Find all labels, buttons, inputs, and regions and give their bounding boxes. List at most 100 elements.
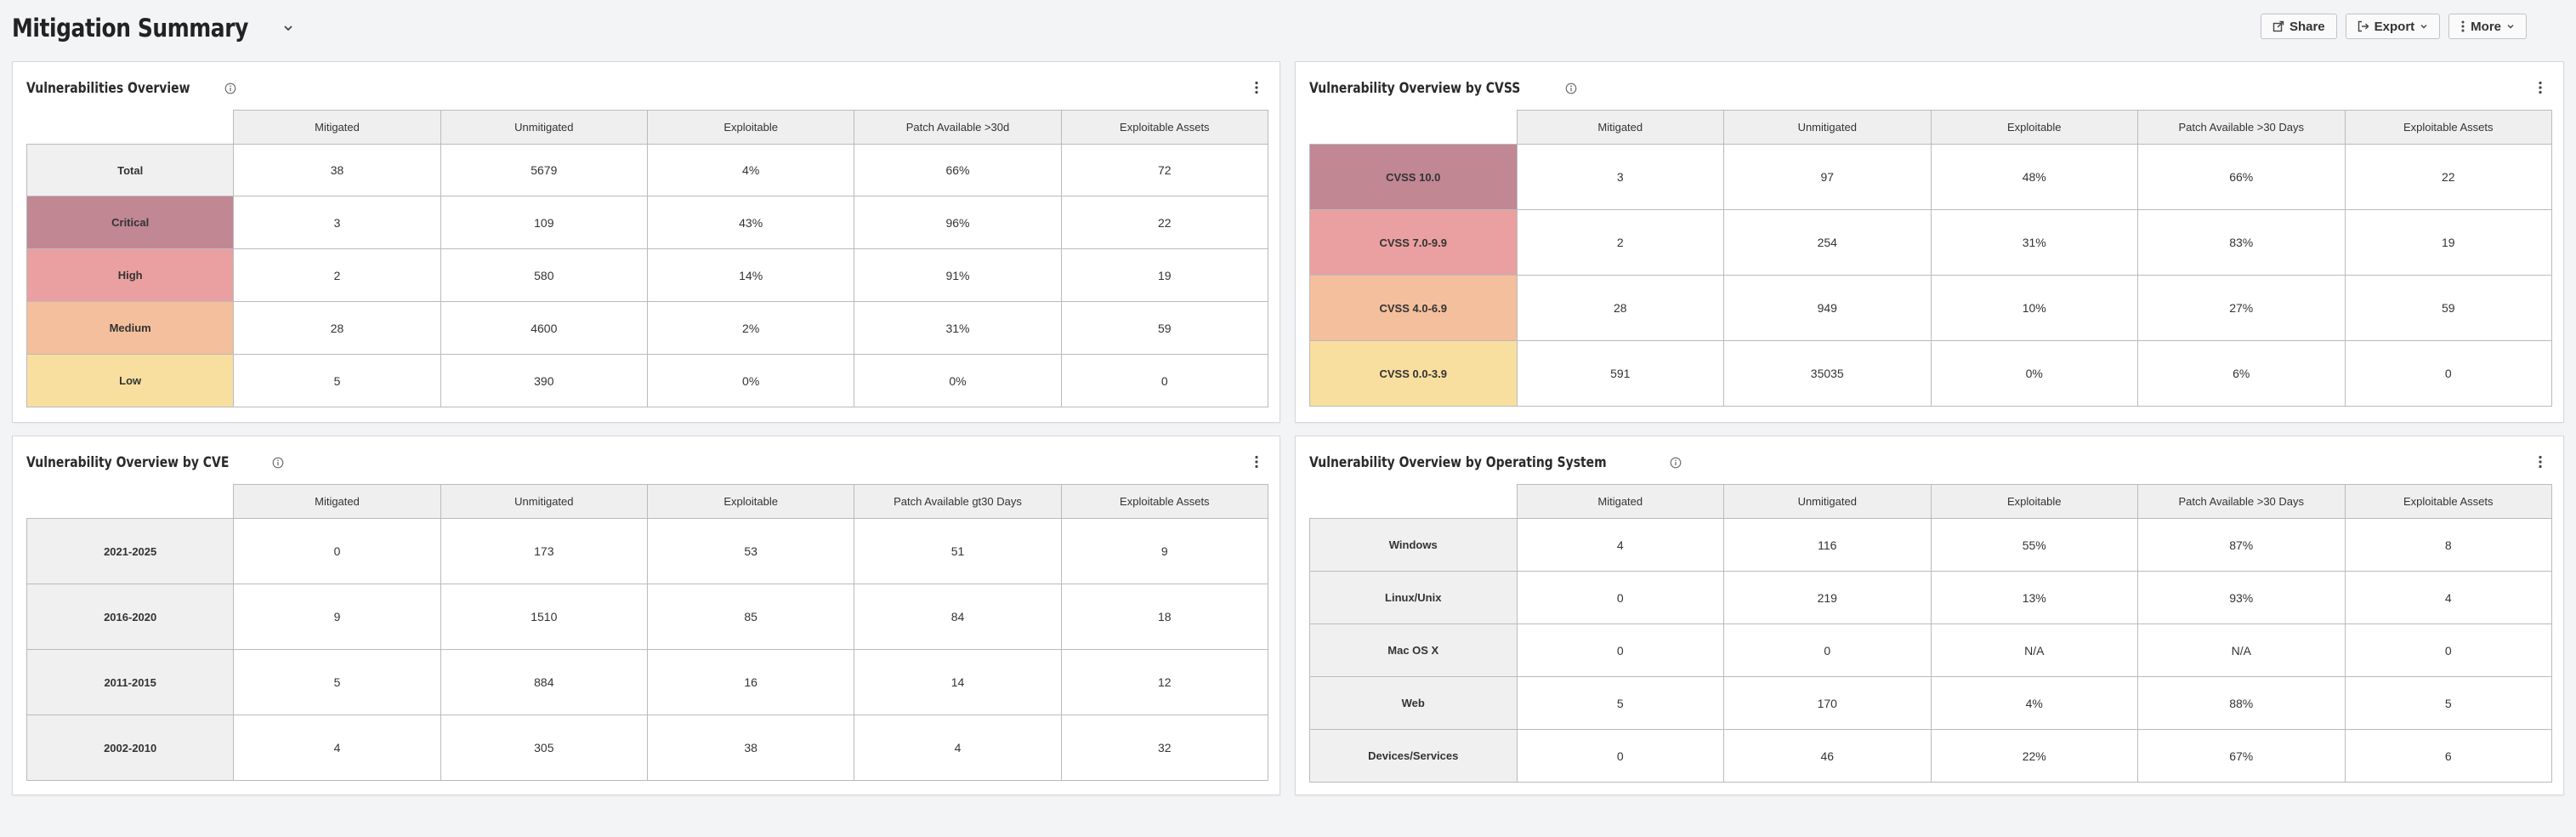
- table-row: 2011-2015 5 884 16 14 12: [26, 649, 1268, 715]
- info-icon[interactable]: [1565, 83, 1577, 94]
- column-header: Exploitable Assets: [2344, 484, 2552, 519]
- table-cell: 254: [1723, 209, 1932, 276]
- vulnerabilities-overview-panel: Vulnerabilities Overview Mitigated Unmitig…: [12, 61, 1280, 423]
- share-icon: [2272, 20, 2284, 32]
- row-label: 2011-2015: [26, 649, 235, 715]
- cve-overview-panel: Vulnerability Overview by CVE Mitigated Un…: [12, 436, 1280, 795]
- summary-table: Mitigated Unmitigated Exploitable Patch Ava…: [26, 110, 1268, 407]
- column-header: Mitigated: [233, 110, 441, 145]
- table-cell: 580: [440, 248, 648, 302]
- row-label: Windows: [1309, 518, 1518, 572]
- table-cell: 0: [1516, 571, 1724, 624]
- table-cell: 13%: [1930, 571, 2138, 624]
- table-cell: 0: [2344, 340, 2552, 407]
- share-button[interactable]: Share: [2260, 14, 2337, 39]
- column-header: Exploitable: [1930, 110, 2138, 145]
- table-cell: 93%: [2137, 571, 2346, 624]
- table-cell: 5679: [440, 144, 648, 196]
- table-cell: 0%: [646, 354, 855, 407]
- table-cell: 4%: [1930, 676, 2138, 730]
- table-cell: 22%: [1930, 729, 2138, 783]
- table-cell: 48%: [1930, 144, 2138, 210]
- panel-header: Vulnerabilities Overview: [26, 77, 1266, 100]
- table-cell: 0%: [1930, 340, 2138, 407]
- info-icon[interactable]: [224, 83, 236, 94]
- table-cell: 97: [1723, 144, 1932, 210]
- os-overview-panel: Vulnerability Overview by Operating Syst…: [1295, 436, 2564, 795]
- table-cell: 2: [1516, 209, 1724, 276]
- table-cell: 28: [233, 301, 441, 355]
- panel-menu-icon[interactable]: [1254, 455, 1259, 473]
- row-label: 2021-2025: [26, 518, 235, 584]
- table-cell: N/A: [1930, 623, 2138, 677]
- table-cell: 31%: [854, 301, 1062, 355]
- table-row: Devices/Services 0 46 22% 67% 6: [1309, 729, 2552, 783]
- table-cell: 83%: [2137, 209, 2346, 276]
- row-label: 2002-2010: [26, 715, 235, 781]
- column-header: Unmitigated: [1723, 110, 1932, 145]
- table-cell: 10%: [1930, 275, 2138, 341]
- table-cell: 12: [1060, 649, 1268, 715]
- table-header-row: Mitigated Unmitigated Exploitable Patch Ava…: [1309, 110, 2552, 145]
- panel-title: Vulnerability Overview by CVSS: [1309, 80, 1521, 97]
- column-header: Patch Available >30d: [854, 110, 1062, 145]
- table-cell: 27%: [2137, 275, 2346, 341]
- column-header: Exploitable: [646, 110, 855, 145]
- row-label: 2016-2020: [26, 584, 235, 650]
- table-cell: 9: [1060, 518, 1268, 584]
- table-cell: 109: [440, 196, 648, 249]
- table-header-row: Mitigated Unmitigated Exploitable Patch Ava…: [1309, 484, 2552, 519]
- table-cell: 173: [440, 518, 648, 584]
- summary-table: Mitigated Unmitigated Exploitable Patch Ava…: [26, 484, 1268, 781]
- table-cell: 5: [233, 649, 441, 715]
- row-label: Low: [26, 354, 235, 407]
- table-cell: 22: [2344, 144, 2552, 210]
- info-icon[interactable]: [1670, 457, 1682, 469]
- table-cell: 0: [1516, 623, 1724, 677]
- table-cell: 4%: [646, 144, 855, 196]
- table-row: 2002-2010 4 305 38 4 32: [26, 715, 1268, 781]
- row-label: Critical: [26, 196, 235, 249]
- column-header: Patch Available >30 Days: [2137, 110, 2346, 145]
- panel-title: Vulnerability Overview by Operating Syst…: [1309, 454, 1607, 471]
- table-cell: 6: [2344, 729, 2552, 783]
- table-cell: 0%: [854, 354, 1062, 407]
- table-cell: 4: [2344, 571, 2552, 624]
- table-cell: 4600: [440, 301, 648, 355]
- panel-menu-icon[interactable]: [1254, 81, 1259, 99]
- table-cell: 9: [233, 584, 441, 650]
- table-cell: 591: [1516, 340, 1724, 407]
- table-cell: 72: [1060, 144, 1268, 196]
- table-cell: 38: [646, 715, 855, 781]
- table-cell: 884: [440, 649, 648, 715]
- table-cell: 66%: [854, 144, 1062, 196]
- table-corner: [1309, 110, 1518, 145]
- title-chevron-down-icon[interactable]: [281, 21, 295, 35]
- table-row: Windows 4 116 55% 87% 8: [1309, 518, 2552, 572]
- panel-title: Vulnerabilities Overview: [26, 80, 190, 97]
- header-actions: Share Export More: [2260, 14, 2527, 39]
- table-header-row: Mitigated Unmitigated Exploitable Patch Ava…: [26, 484, 1268, 519]
- table-cell: 219: [1723, 571, 1932, 624]
- table-cell: 6%: [2137, 340, 2346, 407]
- table-cell: 390: [440, 354, 648, 407]
- column-header: Exploitable Assets: [1060, 484, 1268, 519]
- table-row: Low 5 390 0% 0% 0: [26, 354, 1268, 407]
- page-title: Mitigation Summary: [12, 14, 248, 43]
- table-row: Medium 28 4600 2% 31% 59: [26, 301, 1268, 355]
- export-button[interactable]: Export: [2345, 14, 2441, 39]
- table-cell: 38: [233, 144, 441, 196]
- table-row: High 2 580 14% 91% 19: [26, 248, 1268, 302]
- table-cell: 0: [1723, 623, 1932, 677]
- more-button[interactable]: More: [2448, 14, 2527, 39]
- table-row: Mac OS X 0 0 N/A N/A 0: [1309, 623, 2552, 677]
- row-label: CVSS 4.0-6.9: [1309, 275, 1518, 341]
- column-header: Unmitigated: [440, 484, 648, 519]
- panel-menu-icon[interactable]: [2538, 81, 2543, 99]
- table-cell: 1510: [440, 584, 648, 650]
- panel-menu-icon[interactable]: [2538, 455, 2543, 473]
- info-icon[interactable]: [272, 457, 284, 469]
- table-cell: 59: [2344, 275, 2552, 341]
- column-header: Unmitigated: [1723, 484, 1932, 519]
- table-cell: 116: [1723, 518, 1932, 572]
